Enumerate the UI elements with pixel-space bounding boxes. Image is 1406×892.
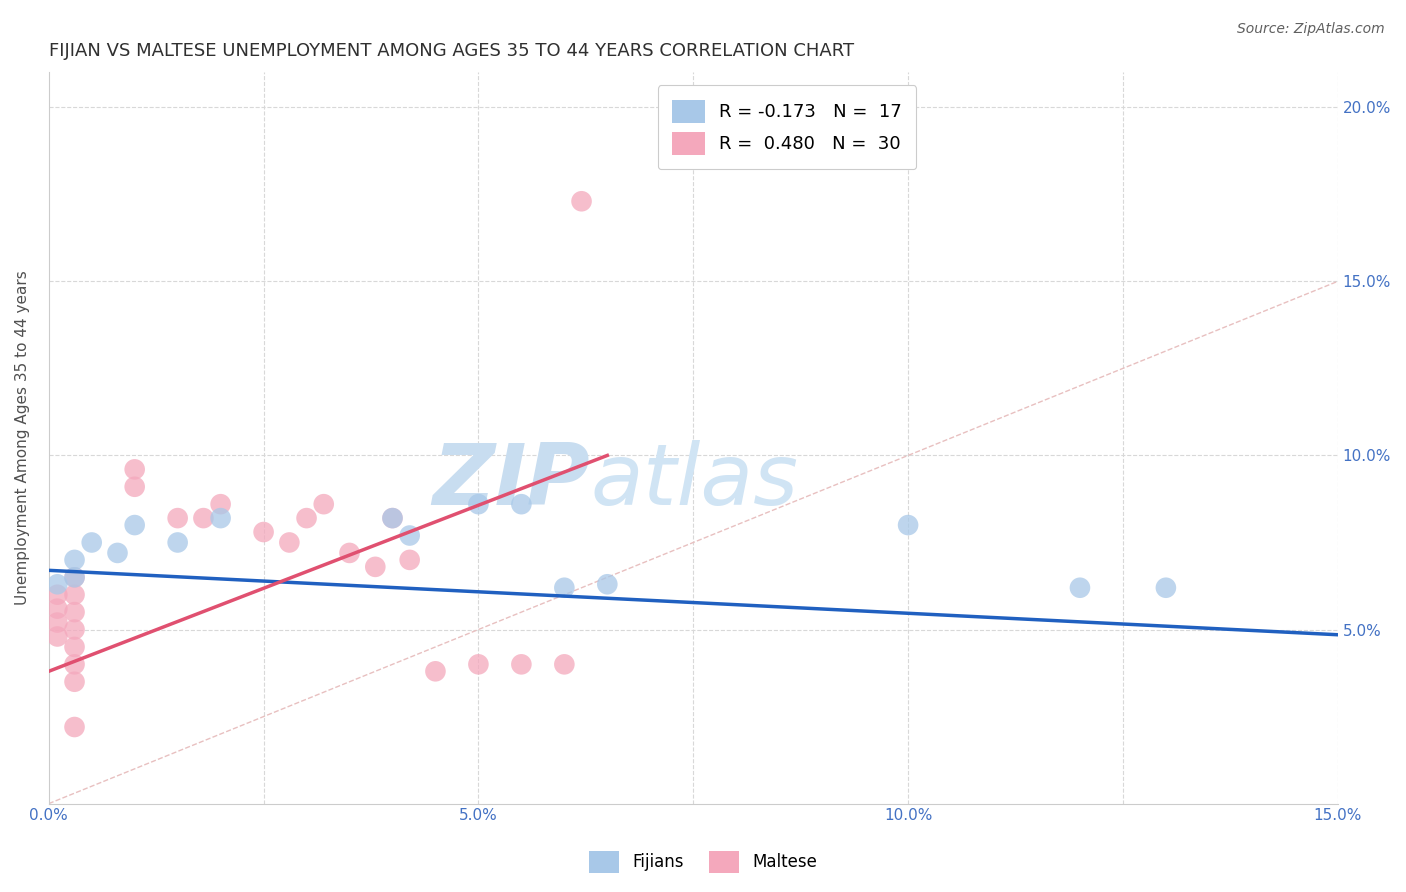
Point bbox=[467, 497, 489, 511]
Point bbox=[209, 497, 232, 511]
Point bbox=[63, 623, 86, 637]
Point bbox=[252, 524, 274, 539]
Point bbox=[278, 535, 301, 549]
Text: atlas: atlas bbox=[591, 441, 799, 524]
Point bbox=[209, 511, 232, 525]
Point bbox=[124, 480, 146, 494]
Point bbox=[364, 559, 387, 574]
Legend: R = -0.173   N =  17, R =  0.480   N =  30: R = -0.173 N = 17, R = 0.480 N = 30 bbox=[658, 85, 917, 169]
Point bbox=[63, 588, 86, 602]
Point bbox=[46, 577, 69, 591]
Point bbox=[63, 553, 86, 567]
Point bbox=[553, 657, 575, 672]
Legend: Fijians, Maltese: Fijians, Maltese bbox=[582, 845, 824, 880]
Point bbox=[1154, 581, 1177, 595]
Point bbox=[897, 518, 920, 533]
Point bbox=[571, 194, 593, 209]
Point bbox=[425, 665, 447, 679]
Point bbox=[295, 511, 318, 525]
Point bbox=[124, 462, 146, 476]
Point bbox=[63, 570, 86, 584]
Point bbox=[46, 615, 69, 630]
Point bbox=[510, 657, 533, 672]
Point bbox=[467, 657, 489, 672]
Point bbox=[398, 553, 420, 567]
Point bbox=[46, 630, 69, 644]
Point bbox=[1069, 581, 1091, 595]
Point bbox=[63, 657, 86, 672]
Text: ZIP: ZIP bbox=[433, 441, 591, 524]
Point bbox=[63, 570, 86, 584]
Point bbox=[46, 601, 69, 615]
Point bbox=[107, 546, 129, 560]
Point bbox=[381, 511, 404, 525]
Point bbox=[124, 518, 146, 533]
Point bbox=[312, 497, 335, 511]
Point bbox=[166, 511, 188, 525]
Point bbox=[63, 605, 86, 619]
Point bbox=[63, 720, 86, 734]
Point bbox=[46, 588, 69, 602]
Text: Source: ZipAtlas.com: Source: ZipAtlas.com bbox=[1237, 22, 1385, 37]
Point bbox=[381, 511, 404, 525]
Text: FIJIAN VS MALTESE UNEMPLOYMENT AMONG AGES 35 TO 44 YEARS CORRELATION CHART: FIJIAN VS MALTESE UNEMPLOYMENT AMONG AGE… bbox=[49, 42, 853, 60]
Point bbox=[553, 581, 575, 595]
Point bbox=[63, 674, 86, 689]
Point bbox=[398, 528, 420, 542]
Point bbox=[63, 640, 86, 654]
Point bbox=[339, 546, 361, 560]
Point bbox=[80, 535, 103, 549]
Point bbox=[510, 497, 533, 511]
Point bbox=[193, 511, 215, 525]
Point bbox=[166, 535, 188, 549]
Y-axis label: Unemployment Among Ages 35 to 44 years: Unemployment Among Ages 35 to 44 years bbox=[15, 270, 30, 606]
Point bbox=[596, 577, 619, 591]
